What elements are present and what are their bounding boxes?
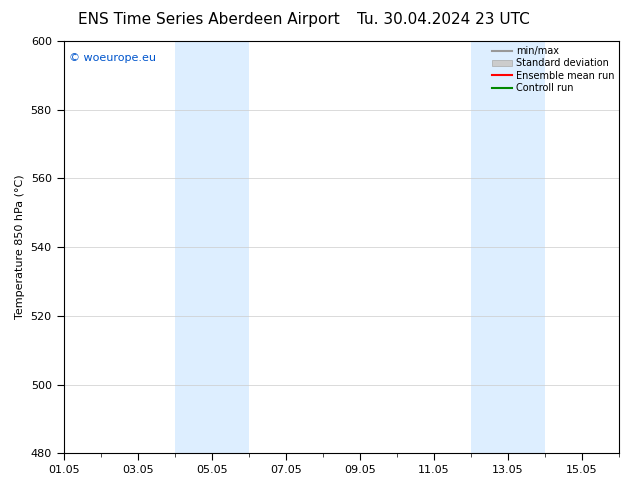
Text: Tu. 30.04.2024 23 UTC: Tu. 30.04.2024 23 UTC <box>358 12 530 27</box>
Text: © woeurope.eu: © woeurope.eu <box>69 53 156 63</box>
Legend: min/max, Standard deviation, Ensemble mean run, Controll run: min/max, Standard deviation, Ensemble me… <box>490 44 616 95</box>
Bar <box>175 41 249 453</box>
Bar <box>471 41 545 453</box>
Y-axis label: Temperature 850 hPa (°C): Temperature 850 hPa (°C) <box>15 175 25 319</box>
Text: ENS Time Series Aberdeen Airport: ENS Time Series Aberdeen Airport <box>79 12 340 27</box>
